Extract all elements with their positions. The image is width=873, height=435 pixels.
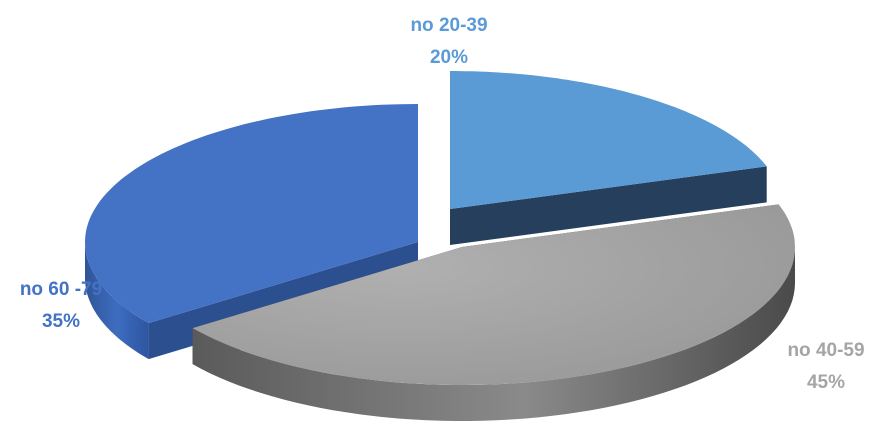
slice-cut-face-end: [450, 166, 767, 245]
slice-percent-label: 35%: [42, 311, 80, 332]
pie-slices: [85, 71, 796, 421]
pie-slice: [450, 71, 767, 245]
slice-label: no 20-39: [410, 15, 487, 36]
pie-labels: no 20-39 20% no 40-59 45% no 60 -79 35%: [20, 15, 865, 393]
slice-top-face: [192, 204, 796, 385]
slice-side-wall: [85, 242, 149, 360]
pie-slice: [192, 204, 796, 421]
slice-top-face: [85, 104, 418, 324]
slice-percent-label: 20%: [430, 47, 468, 68]
slice-label: no 40-59: [787, 340, 864, 361]
slice-label: no 60 -79: [20, 279, 102, 300]
slice-side-wall: [192, 247, 796, 421]
slice-top-face: [450, 71, 767, 209]
slice-percent-label: 45%: [807, 372, 845, 393]
